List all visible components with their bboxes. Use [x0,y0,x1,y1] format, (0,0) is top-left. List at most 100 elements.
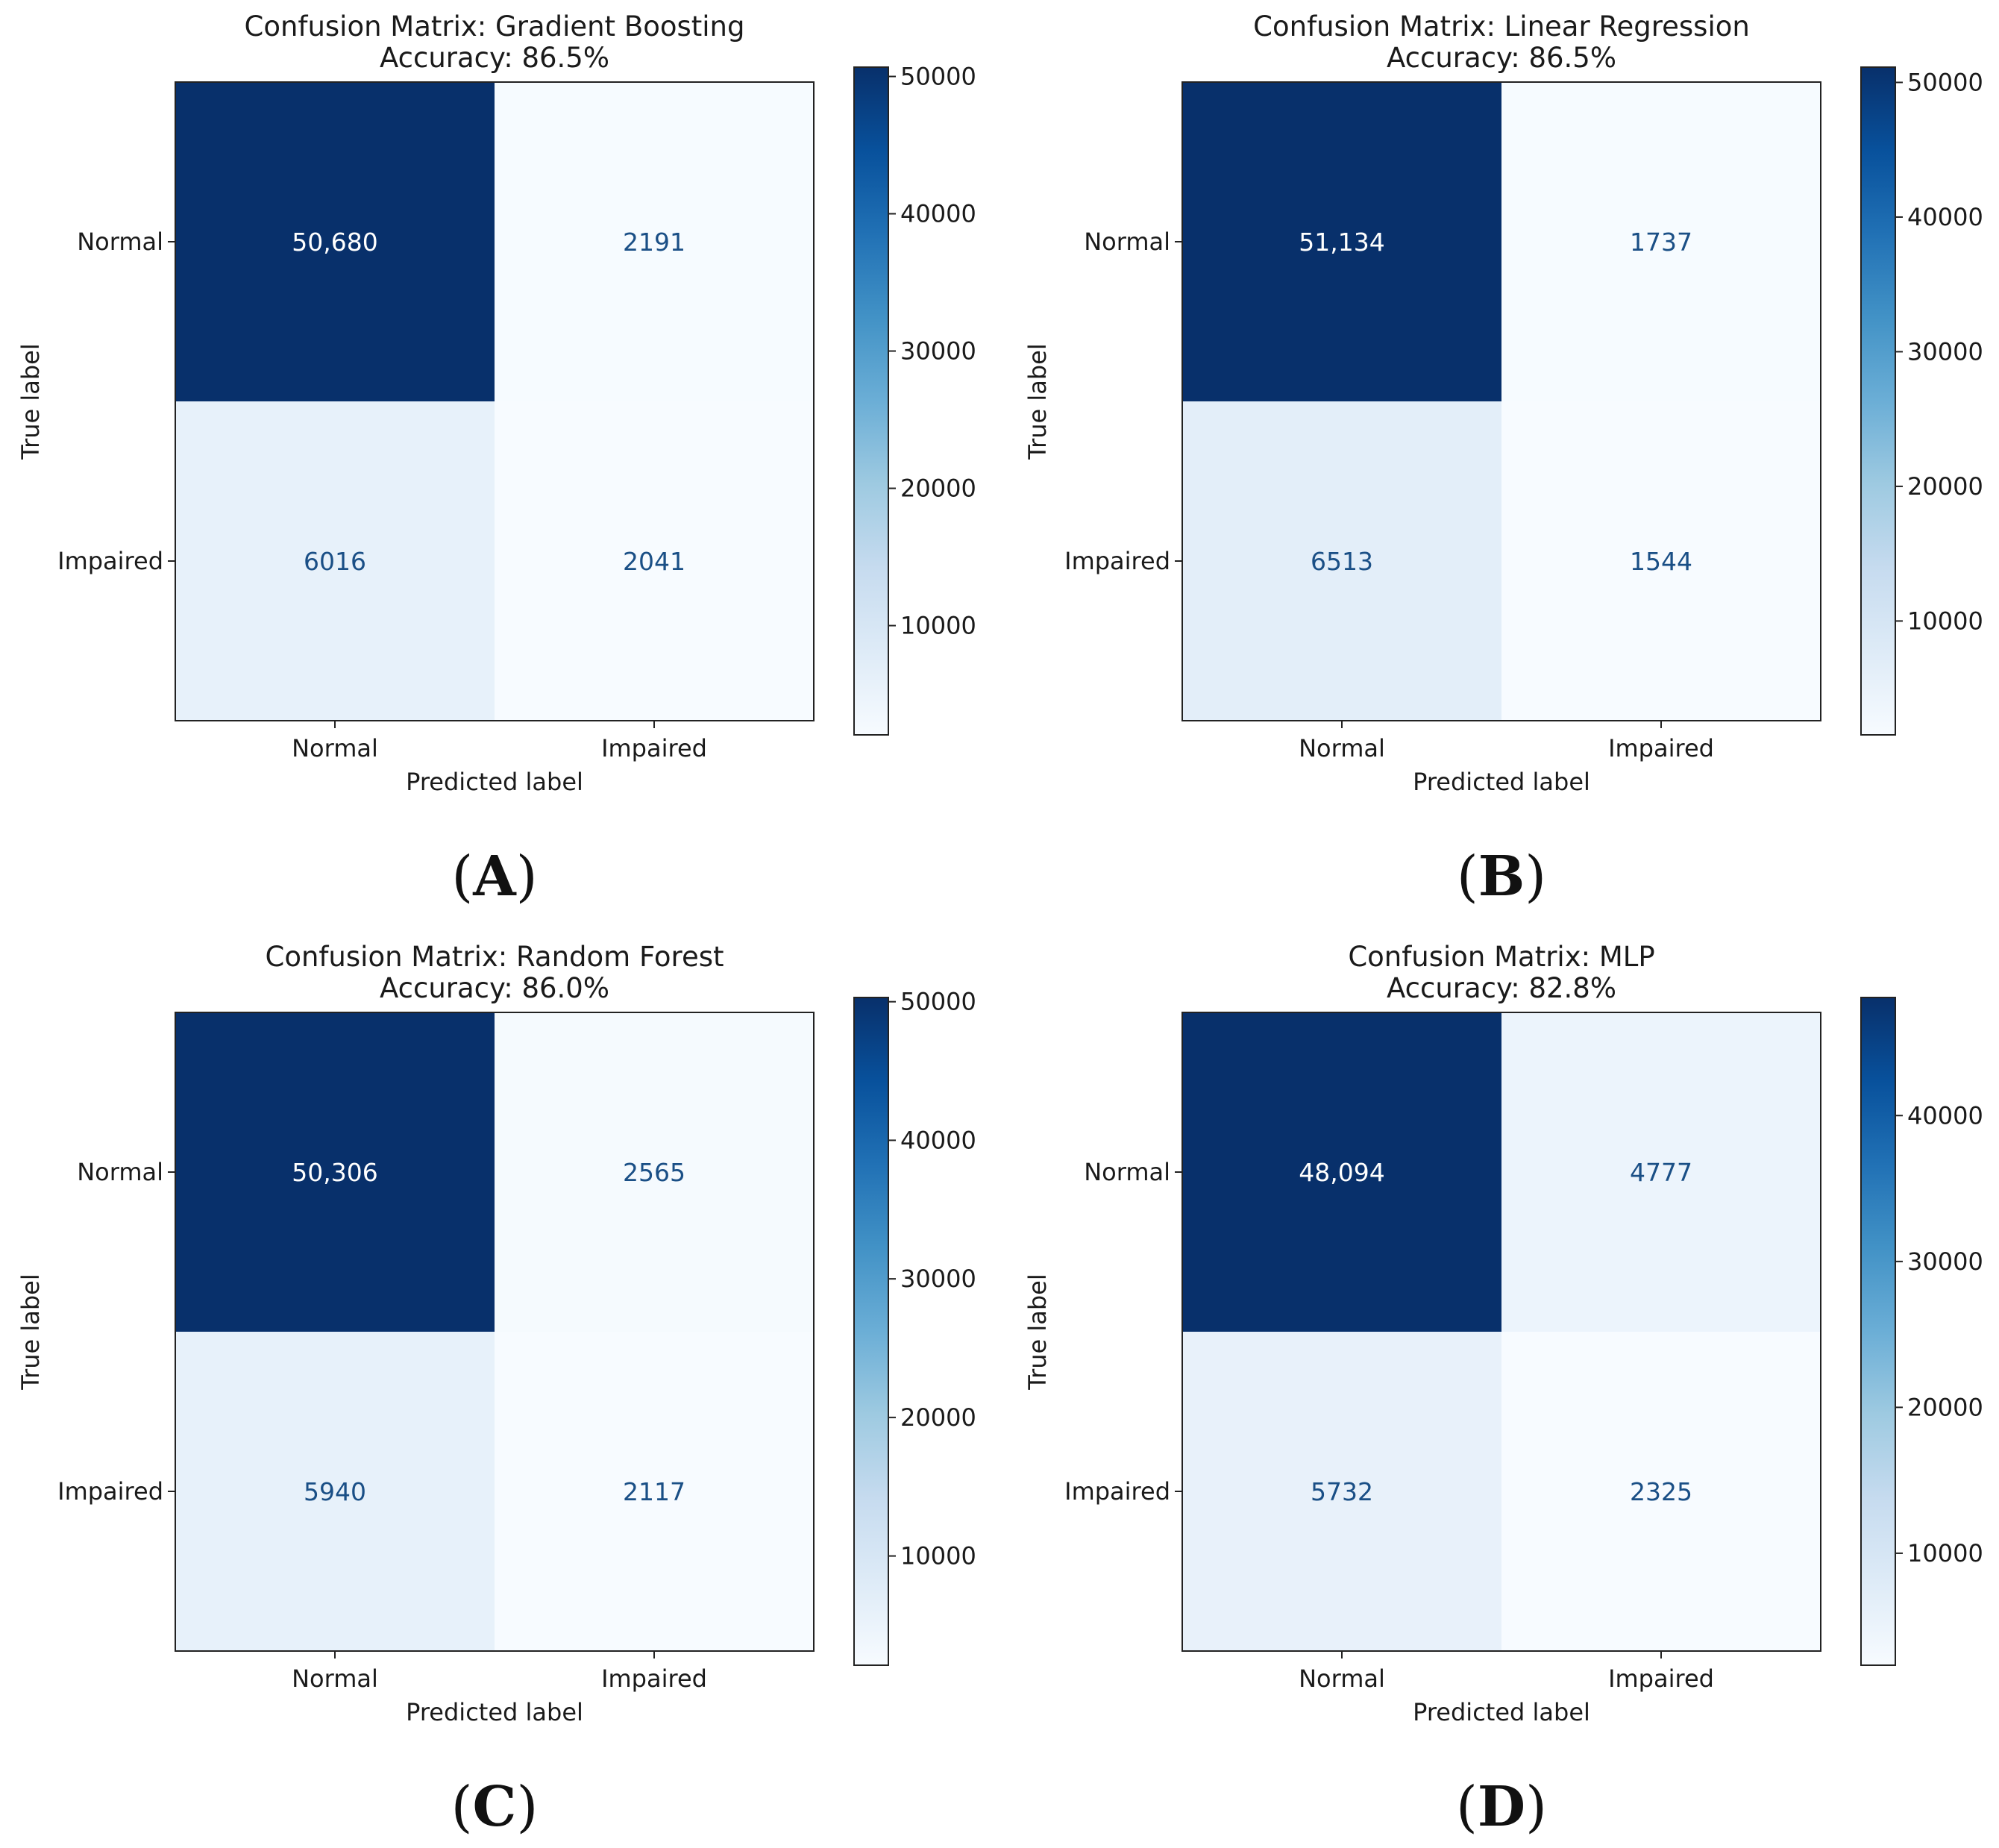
x-axis-label: Predicted label [1413,768,1590,796]
cell-value-label: 2565 [623,1158,685,1187]
cell-normal-impaired [495,82,814,401]
colorbar-tick-label: 50000 [1907,68,1983,96]
cell-value-label: 1544 [1630,547,1692,576]
colorbar [853,997,889,1666]
colorbar-tick-label: 10000 [1907,1539,1983,1567]
colorbar-tick-label: 50000 [900,63,976,91]
cell-value-label: 48,094 [1299,1158,1384,1187]
cell-value-label: 2325 [1630,1477,1692,1506]
x-tick-label: Normal [1299,1664,1385,1693]
colorbar-tick-label: 40000 [1907,1101,1983,1130]
x-axis-label: Predicted label [1413,1698,1590,1726]
cell-value-label: 2191 [623,228,685,257]
panel-label: (D) [1456,1775,1547,1839]
x-tick-label: Impaired [1608,734,1714,762]
colorbar-tick-label: 40000 [900,200,976,228]
panel-label: (B) [1457,845,1546,909]
cell-value-label: 2117 [623,1477,685,1506]
cell-impaired-normal [1182,1332,1501,1651]
y-tick-label: Impaired [1064,1477,1170,1506]
cell-impaired-normal [175,401,495,721]
colorbar-tick-label: 20000 [1907,1393,1983,1421]
chart-subtitle: Accuracy: 86.5% [380,42,609,74]
colorbar-tick-label: 30000 [1907,337,1983,366]
cell-value-label: 4777 [1630,1158,1692,1187]
colorbar-tick-label: 40000 [1907,203,1983,231]
y-tick-label: Impaired [57,1477,163,1506]
cell-value-label: 1737 [1630,228,1692,257]
cell-impaired-impaired [1501,401,1821,721]
x-axis-label: Predicted label [406,1698,583,1726]
colorbar-tick-label: 40000 [900,1126,976,1154]
cell-impaired-normal [1182,401,1501,721]
colorbar-tick-label: 20000 [1907,472,1983,501]
y-axis-label: True label [1023,343,1052,460]
y-tick-label: Normal [1084,1158,1170,1186]
cell-impaired-impaired [495,1332,814,1651]
colorbar-tick-label: 30000 [1907,1247,1983,1276]
y-axis-label: True label [1023,1274,1052,1391]
x-tick-label: Impaired [601,734,707,762]
x-tick-label: Impaired [1608,1664,1714,1693]
colorbar-tick-label: 20000 [900,474,976,503]
colorbar-tick-label: 10000 [900,1542,976,1570]
cell-impaired-impaired [1501,1332,1821,1651]
cell-value-label: 50,680 [292,228,377,257]
y-tick-label: Impaired [57,547,163,575]
cell-normal-normal [1182,1012,1501,1332]
colorbar-tick-label: 10000 [900,612,976,640]
cell-value-label: 5940 [304,1477,366,1506]
panel-c: Confusion Matrix: Random ForestAccuracy:… [16,941,976,1839]
panel-label: (C) [451,1775,539,1839]
colorbar-tick-label: 30000 [900,337,976,366]
colorbar [1860,66,1896,736]
cell-impaired-normal [175,1332,495,1651]
cell-normal-impaired [495,1012,814,1332]
chart-title: Confusion Matrix: MLP [1348,941,1654,973]
x-axis-label: Predicted label [406,768,583,796]
colorbar-tick-label: 10000 [1907,607,1983,635]
cell-normal-normal [175,1012,495,1332]
x-tick-label: Normal [1299,734,1385,762]
heatmap-frame [175,1012,815,1652]
chart-subtitle: Accuracy: 82.8% [1387,972,1616,1004]
cell-value-label: 2041 [623,547,685,576]
chart-subtitle: Accuracy: 86.0% [380,972,609,1004]
colorbar-tick-label: 50000 [900,988,976,1016]
cell-value-label: 5732 [1311,1477,1373,1506]
chart-title: Confusion Matrix: Linear Regression [1253,10,1750,43]
cell-impaired-impaired [495,401,814,721]
y-axis-label: True label [16,1274,45,1391]
y-axis-label: True label [16,343,45,460]
y-tick-label: Normal [77,228,163,256]
heatmap-frame [1181,1012,1821,1652]
cell-value-label: 51,134 [1299,228,1384,257]
x-tick-label: Normal [292,734,378,762]
cell-value-label: 6513 [1311,547,1373,576]
y-tick-label: Impaired [1064,547,1170,575]
colorbar [1860,997,1896,1666]
y-tick-label: Normal [77,1158,163,1186]
colorbar-tick-label: 30000 [900,1265,976,1293]
x-tick-label: Normal [292,1664,378,1693]
cell-value-label: 50,306 [292,1158,377,1187]
x-tick-label: Impaired [601,1664,707,1693]
y-tick-label: Normal [1084,228,1170,256]
panel-a: Confusion Matrix: Gradient BoostingAccur… [16,10,976,909]
cell-value-label: 6016 [304,547,366,576]
cell-normal-normal [1182,82,1501,401]
chart-title: Confusion Matrix: Random Forest [265,941,724,973]
heatmap-frame [175,81,815,721]
panel-label: (A) [451,845,537,909]
colorbar [853,66,889,736]
colorbar-tick-label: 20000 [900,1403,976,1432]
cell-normal-impaired [1501,82,1821,401]
cell-normal-normal [175,82,495,401]
chart-title: Confusion Matrix: Gradient Boosting [245,10,745,43]
panel-b: Confusion Matrix: Linear RegressionAccur… [1023,10,1983,909]
cell-normal-impaired [1501,1012,1821,1332]
heatmap-frame [1181,81,1821,721]
chart-subtitle: Accuracy: 86.5% [1387,42,1616,74]
